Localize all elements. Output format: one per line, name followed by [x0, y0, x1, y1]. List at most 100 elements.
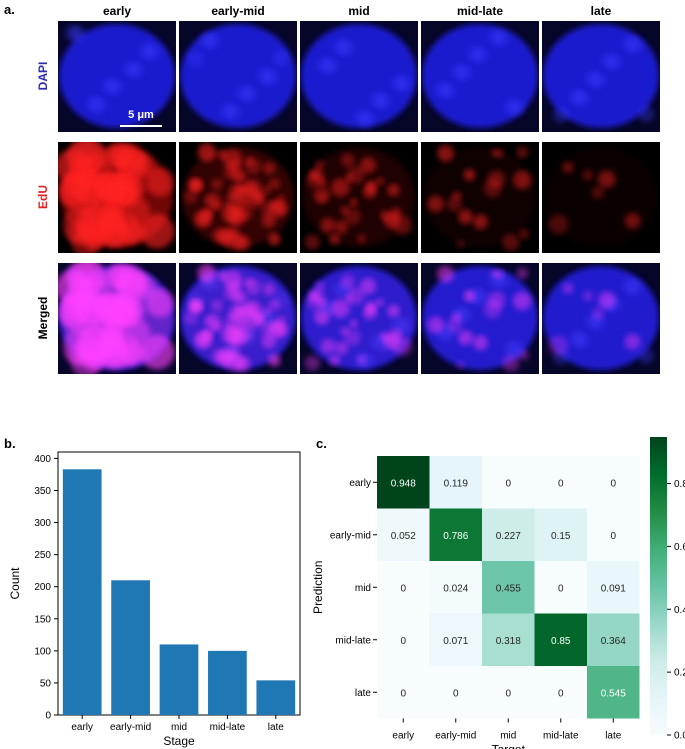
heatmap-cell — [587, 666, 640, 719]
colorbar-tick-label: 0.2 — [674, 668, 685, 679]
x-tick-label: mid — [500, 731, 516, 742]
x-tick-label: mid-late — [543, 731, 579, 742]
y-tick-label: 200 — [34, 582, 51, 593]
heatmap-cell — [429, 613, 482, 666]
heatmap-cell — [482, 508, 535, 561]
cell-value: 0 — [558, 583, 564, 594]
colorbar-tick-label: 0.8 — [674, 479, 685, 490]
cell-value: 0.071 — [443, 636, 468, 647]
heatmap-cell — [482, 456, 535, 509]
y-tick-label: early — [349, 478, 371, 489]
y-tick-label: 0 — [45, 711, 51, 722]
y-tick-label: 100 — [34, 646, 51, 657]
heatmap-cell — [534, 561, 587, 614]
micrograph-edu-late — [542, 142, 660, 253]
cell-value: 0.85 — [551, 636, 571, 647]
heatmap-cell — [534, 613, 587, 666]
cell-value: 0 — [453, 688, 459, 699]
cell-value: 0 — [400, 636, 406, 647]
cell-value: 0.227 — [496, 531, 521, 542]
micrograph-merged-mid — [300, 263, 418, 374]
column-label-mid-late: mid-late — [456, 4, 503, 18]
cell-value: 0 — [505, 688, 511, 699]
column-label-mid: mid — [348, 4, 370, 18]
y-axis-label: Prediction — [311, 561, 325, 614]
micrograph-dapi-late — [542, 21, 660, 132]
heatmap-cell — [587, 561, 640, 614]
x-tick-label: early-mid — [110, 722, 151, 733]
micrograph-edu-mid-late — [421, 142, 539, 253]
y-tick-label: 150 — [34, 614, 51, 625]
cell-value: 0.545 — [601, 688, 626, 699]
micrograph-dapi-mid — [300, 21, 418, 132]
cell-value: 0.364 — [601, 636, 626, 647]
heatmap-cell — [429, 456, 482, 509]
heatmap-cell — [377, 613, 430, 666]
cell-value: 0.948 — [391, 478, 416, 489]
heatmap-cell — [534, 456, 587, 509]
cell-value: 0 — [558, 688, 564, 699]
heatmap-cell — [482, 613, 535, 666]
cell-value: 0.455 — [496, 583, 521, 594]
heatmap-cell — [429, 508, 482, 561]
heatmap-cell — [482, 561, 535, 614]
x-tick-label: early — [392, 731, 414, 742]
micrograph-dapi-early — [58, 21, 176, 132]
heatmap-cell — [587, 613, 640, 666]
x-axis-label: Stage — [163, 734, 195, 748]
panel-b-label: b. — [4, 436, 16, 451]
cell-value: 0.091 — [601, 583, 626, 594]
colorbar — [650, 437, 667, 735]
scale-bar — [120, 125, 162, 127]
micrograph-merged-mid-late — [421, 263, 539, 374]
row-label-edu: EdU — [36, 185, 50, 209]
y-tick-label: 50 — [40, 678, 52, 689]
y-tick-label: mid-late — [335, 635, 371, 646]
micrograph-merged-early — [58, 263, 176, 374]
bar-early — [62, 469, 102, 715]
cell-value: 0.119 — [444, 478, 469, 489]
bar-mid — [159, 644, 199, 715]
heatmap-cell — [377, 508, 430, 561]
heatmap-cell — [377, 666, 430, 719]
bar-mid-late — [208, 650, 247, 715]
x-tick-label: mid — [171, 722, 187, 733]
x-tick-label: early-mid — [435, 731, 476, 742]
x-axis-label: Target — [492, 743, 526, 749]
cell-value: 0 — [610, 478, 616, 489]
micrograph-edu-early — [58, 142, 176, 253]
x-tick-label: late — [605, 731, 622, 742]
micrograph-merged-early-mid — [179, 263, 297, 374]
cell-value: 0.024 — [443, 583, 468, 594]
colorbar-tick-label: 0.4 — [674, 605, 685, 616]
column-label-early: early — [102, 4, 132, 18]
heatmap-cell — [429, 666, 482, 719]
heatmap-cell — [587, 508, 640, 561]
x-tick-label: early — [71, 722, 93, 733]
y-tick-label: late — [355, 688, 372, 699]
y-tick-label: early-mid — [330, 530, 371, 541]
heatmap-cell — [482, 666, 535, 719]
cell-value: 0 — [558, 478, 564, 489]
heatmap-cell — [534, 666, 587, 719]
confusion-matrix: 0.948 0.119 0 0 0 0.052 0.786 0.227 0.15 0 0 0.024 0… — [311, 437, 685, 749]
heatmap-cell — [377, 561, 430, 614]
panel-a-label: a. — [4, 2, 15, 17]
y-tick-label: 400 — [34, 454, 51, 465]
cell-value: 0.15 — [551, 531, 571, 542]
cell-value: 0 — [400, 583, 406, 594]
cell-value: 0 — [610, 531, 616, 542]
micrograph-dapi-early-mid — [179, 21, 297, 132]
heatmap-cell — [429, 561, 482, 614]
bar-late — [256, 680, 296, 715]
bar-chart: early early-mid mid mid-late late 0 50 100 150 20… — [8, 451, 301, 748]
y-tick-label: 250 — [34, 550, 51, 561]
column-label-late: late — [590, 4, 612, 18]
y-tick-label: mid — [355, 583, 371, 594]
y-tick-label: 300 — [34, 518, 51, 529]
micrograph-edu-early-mid — [179, 142, 297, 253]
column-label-early-mid: early-mid — [211, 4, 265, 18]
colorbar-tick-label: 0.6 — [674, 542, 685, 553]
cell-value: 0.786 — [443, 531, 468, 542]
heatmap-cell — [587, 456, 640, 509]
